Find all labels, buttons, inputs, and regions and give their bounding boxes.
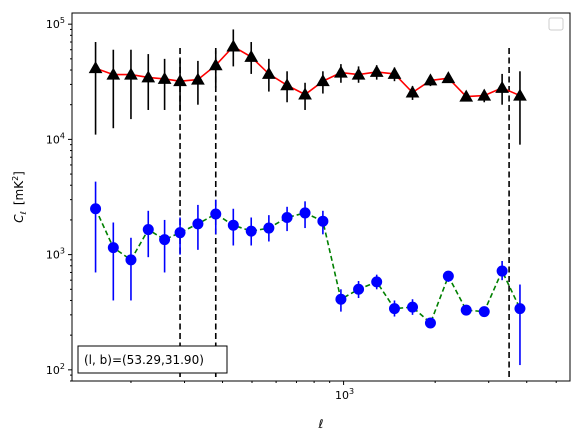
data-point: [107, 242, 119, 254]
data-point: [245, 225, 257, 237]
y-tick-label: 103: [46, 247, 65, 262]
data-point: [124, 67, 138, 80]
legend: [548, 17, 564, 31]
annotation-frame: [77, 345, 228, 374]
data-point: [261, 66, 276, 79]
svg-text:Cℓ[mK2]: Cℓ [mK2]: [11, 171, 28, 223]
data-point: [369, 64, 384, 77]
data-point: [280, 78, 294, 91]
data-point: [192, 218, 204, 230]
y-tick-label: 105: [46, 16, 65, 31]
data-point: [142, 224, 154, 236]
data-point: [316, 74, 330, 87]
data-point: [407, 301, 419, 313]
data-point: [88, 61, 103, 74]
data-point: [514, 303, 526, 315]
data-point: [299, 207, 311, 219]
data-point: [371, 276, 383, 288]
data-point: [424, 317, 436, 329]
y-tick-label: 104: [46, 131, 65, 146]
data-point: [423, 73, 438, 86]
data-point: [263, 222, 275, 234]
plot-frame: [71, 12, 571, 382]
y-label-subscript: ℓ: [19, 211, 28, 215]
data-point: [157, 71, 172, 84]
plot-series: [88, 29, 527, 366]
data-point: [208, 58, 223, 71]
data-point: [125, 254, 137, 266]
annotation-text: (l, b)=(53.29,31.90): [84, 353, 204, 367]
y-label-symbol: C: [12, 214, 26, 223]
x-tick-label: 103: [335, 387, 354, 402]
y-tick-label: 102: [46, 362, 65, 377]
y-label-unit: [mK: [12, 180, 26, 205]
data-point: [459, 89, 474, 102]
data-point: [226, 39, 241, 52]
x-axis-label: ℓ: [318, 417, 324, 431]
series-2: [90, 181, 526, 366]
data-point: [298, 87, 312, 100]
annotation-box: (l, b)=(53.29,31.90): [77, 345, 228, 374]
data-point: [405, 85, 420, 98]
data-point: [441, 71, 456, 84]
data-point: [495, 80, 509, 93]
y-label-unit-close: ]: [12, 171, 26, 176]
y-label-unit-sup: 2: [11, 176, 20, 181]
data-point: [388, 303, 400, 315]
data-point: [477, 88, 492, 101]
data-point: [334, 65, 348, 78]
data-point: [460, 304, 472, 316]
data-point: [227, 219, 239, 231]
data-point: [351, 67, 366, 80]
series-1: [88, 29, 527, 145]
data-point: [353, 283, 365, 295]
y-axis-label: Cℓ [mK2]: [11, 171, 28, 223]
data-point: [191, 72, 205, 85]
data-point: [159, 234, 171, 246]
data-point: [317, 215, 329, 227]
data-point: [141, 70, 156, 83]
data-point: [281, 211, 293, 223]
data-point: [106, 67, 121, 80]
data-point: [244, 49, 259, 62]
legend-box: [548, 17, 564, 31]
data-point: [442, 270, 454, 282]
data-point: [496, 265, 508, 277]
data-point: [478, 306, 490, 318]
data-point: [90, 203, 102, 215]
data-point: [335, 293, 347, 305]
data-point: [513, 88, 527, 101]
data-point: [173, 74, 187, 87]
data-point: [387, 66, 402, 79]
data-point: [210, 208, 222, 220]
data-point: [174, 227, 186, 239]
